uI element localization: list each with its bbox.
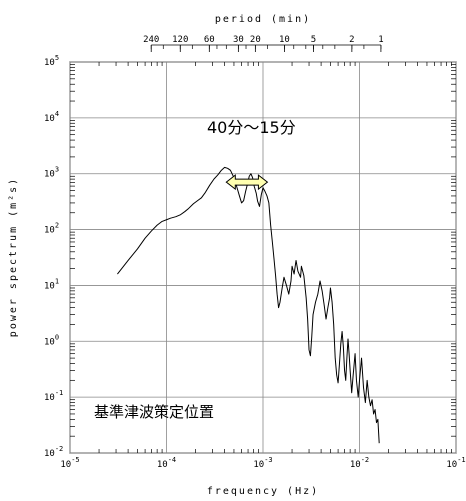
minor-ticks [70,62,456,453]
period-tick-label-7: 2 [349,35,354,45]
period-tick-label-5: 10 [279,35,290,45]
x-axis-title: frequency (Hz) [207,486,319,497]
period-tick-label-6: 5 [311,35,316,45]
x-tick-label-2: 10-3 [253,456,272,470]
x-tick-label-0: 10-5 [60,456,79,470]
y-tick-label-7: 105 [44,54,59,68]
location-label: 基準津波策定位置 [94,403,214,421]
period-tick-label-1: 120 [172,35,188,45]
y-tick-label-2: 100 [44,333,59,347]
annotations: 40分～15分 基準津波策定位置 [94,118,296,421]
y-tick-label-0: 10-2 [44,445,63,459]
y-tick-label-1: 10-1 [44,389,63,403]
x-tick-label-1: 10-4 [157,456,176,470]
grid-lines [69,61,457,454]
y-tick-label-3: 101 [44,277,59,291]
y-tick-labels: 10-2 10-1 100 101 102 103 104 105 [44,54,63,459]
period-tick-label-0: 240 [143,35,159,45]
period-tick-label-3: 30 [233,35,244,45]
period-axis: 240 120 60 30 20 10 5 2 1 [143,35,384,52]
x-tick-label-4: 10-1 [446,456,465,470]
period-tick-label-4: 20 [250,35,261,45]
range-label: 40分～15分 [207,118,296,137]
period-tick-label-2: 60 [204,35,215,45]
series-layer [117,166,380,444]
period-tick-label-8: 1 [378,35,383,45]
x-tick-label-3: 10-2 [350,456,369,470]
y-tick-label-4: 102 [44,222,59,236]
range-arrow-icon [225,174,269,191]
y-axis-title: power spectrum (m²s) [8,177,19,337]
x-tick-labels: 10-5 10-4 10-3 10-2 10-1 [60,456,465,470]
spectrum-series-line-0 [117,166,380,444]
y-tick-label-5: 103 [44,166,59,180]
y-tick-label-6: 104 [44,110,59,124]
top-axis-title: period (min) [215,14,311,25]
